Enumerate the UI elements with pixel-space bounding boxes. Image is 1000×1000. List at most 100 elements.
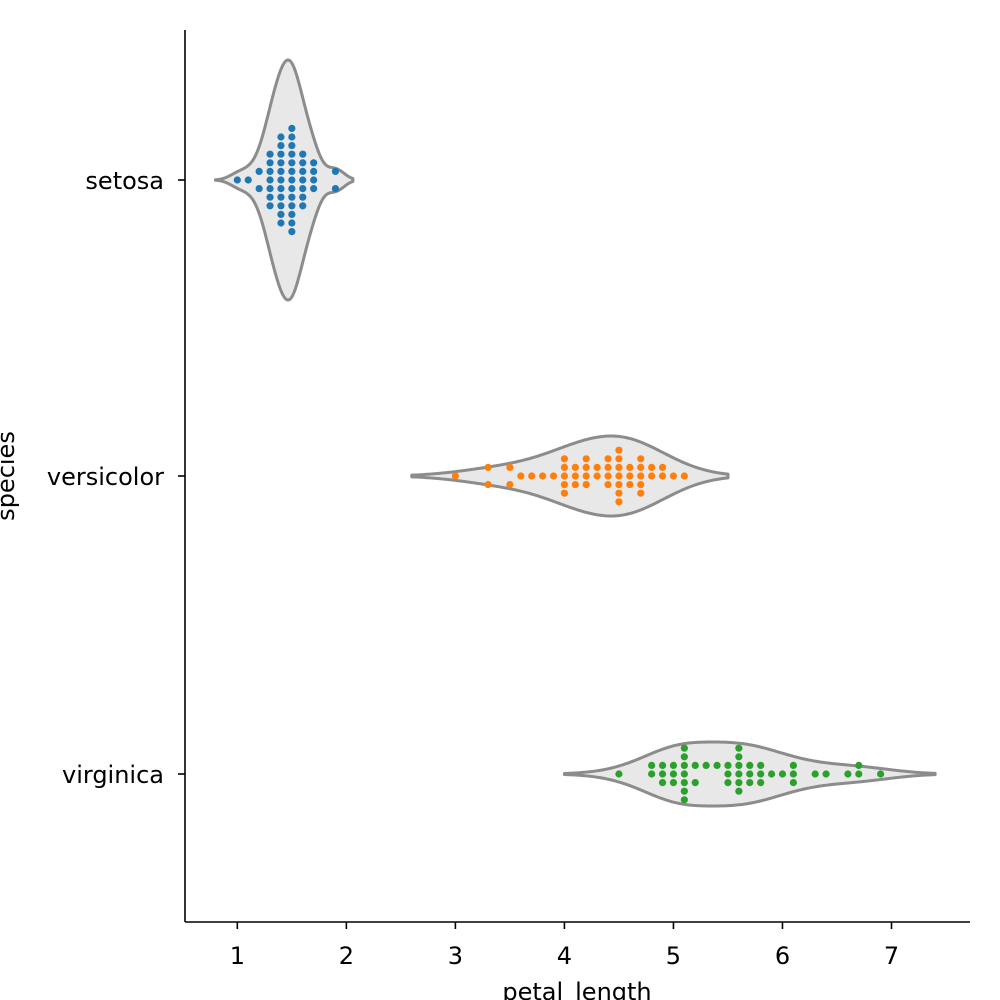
swarm-point-virginica: [735, 787, 743, 795]
swarm-point-versicolor: [560, 472, 569, 480]
swarm-point-setosa: [310, 159, 318, 167]
swarm-point-versicolor: [626, 481, 634, 489]
swarm-point-versicolor: [669, 472, 678, 480]
swarm-point-setosa: [310, 185, 318, 193]
swarm-point-setosa: [277, 185, 285, 193]
swarm-point-virginica: [669, 761, 678, 770]
swarm-point-setosa: [288, 219, 296, 227]
swarm-point-virginica: [680, 779, 688, 787]
swarm-point-versicolor: [604, 455, 612, 463]
swarm-point-virginica: [789, 779, 797, 787]
swarm-point-setosa: [266, 159, 274, 167]
swarm-point-versicolor: [648, 472, 656, 480]
swarm-point-versicolor: [571, 472, 579, 480]
swarm-point-setosa: [277, 150, 285, 158]
swarm-point-versicolor: [582, 463, 590, 471]
swarm-point-versicolor: [615, 489, 623, 497]
swarm-point-virginica: [658, 770, 667, 778]
swarm-point-versicolor: [484, 463, 492, 471]
swarm-point-setosa: [288, 167, 296, 175]
swarm-point-setosa: [288, 202, 296, 210]
swarm-point-setosa: [277, 133, 285, 141]
swarm-point-setosa: [331, 167, 340, 175]
swarm-point-versicolor: [582, 455, 590, 463]
x-tick-label: 2: [339, 942, 354, 970]
swarm-point-versicolor: [528, 472, 536, 480]
swarm-point-setosa: [288, 228, 296, 236]
swarm-point-versicolor: [560, 489, 569, 497]
swarm-point-setosa: [277, 176, 285, 184]
swarm-point-virginica: [767, 770, 776, 778]
swarm-point-setosa: [288, 193, 296, 201]
swarm-point-setosa: [288, 159, 296, 167]
swarm-point-virginica: [648, 770, 656, 778]
swarm-point-virginica: [680, 744, 688, 752]
x-tick-layer: 1 2 3 4 5 6 7: [230, 922, 899, 970]
swarm-point-versicolor: [604, 463, 612, 471]
swarm-point-setosa: [266, 167, 274, 175]
swarm-point-versicolor: [615, 463, 623, 471]
swarm-point-versicolor: [615, 446, 623, 454]
swarm-point-virginica: [680, 796, 688, 804]
swarm-point-versicolor: [571, 481, 579, 489]
swarm-point-setosa: [299, 176, 307, 184]
swarm-point-setosa: [299, 167, 307, 175]
swarm-point-versicolor: [560, 455, 569, 463]
swarm-point-versicolor: [571, 463, 579, 471]
swarm-point-versicolor: [658, 472, 667, 480]
swarm-point-virginica: [746, 761, 754, 770]
swarm-point-virginica: [724, 761, 732, 770]
x-tick-label: 5: [666, 942, 681, 970]
swarm-point-versicolor: [604, 481, 612, 489]
swarm-point-versicolor: [637, 463, 645, 471]
swarm-point-virginica: [735, 779, 743, 787]
swarm-point-versicolor: [582, 481, 590, 489]
swarm-point-virginica: [844, 770, 852, 778]
swarm-point-setosa: [288, 124, 296, 132]
swarm-point-setosa: [288, 142, 296, 150]
swarm-point-virginica: [691, 779, 699, 787]
swarm-point-setosa: [288, 133, 296, 141]
swarm-point-virginica: [724, 770, 732, 778]
swarm-point-versicolor: [604, 472, 612, 480]
swarm-point-virginica: [757, 779, 765, 787]
swarm-point-versicolor: [615, 481, 623, 489]
swarm-point-virginica: [691, 761, 699, 770]
swarm-point-virginica: [735, 753, 743, 761]
swarm-point-virginica: [789, 761, 797, 770]
x-axis-title: petal_length: [502, 978, 651, 1000]
swarm-point-setosa: [244, 176, 252, 184]
swarm-point-versicolor: [626, 463, 634, 471]
swarm-point-setosa: [266, 202, 274, 210]
swarm-point-setosa: [310, 167, 318, 175]
swarm-point-setosa: [310, 176, 318, 184]
swarm-point-versicolor: [560, 463, 569, 471]
swarm-point-versicolor: [648, 463, 656, 471]
swarm-point-versicolor: [637, 455, 645, 463]
swarm-point-layer: [233, 124, 885, 804]
swarm-point-setosa: [299, 185, 307, 193]
swarm-point-virginica: [746, 770, 754, 778]
swarm-point-versicolor: [560, 481, 569, 489]
violin-layer: [214, 58, 937, 808]
swarm-point-virginica: [735, 744, 743, 752]
swarm-point-setosa: [288, 210, 296, 218]
swarm-point-versicolor: [658, 463, 667, 471]
swarm-point-virginica: [658, 761, 667, 770]
swarm-point-setosa: [299, 159, 307, 167]
swarm-point-setosa: [266, 150, 274, 158]
swarm-point-virginica: [735, 761, 743, 770]
swarm-point-virginica: [789, 770, 797, 778]
swarm-point-versicolor: [484, 481, 492, 489]
swarm-point-versicolor: [582, 472, 590, 480]
swarm-point-virginica: [735, 770, 743, 778]
x-tick-label: 7: [884, 942, 899, 970]
swarm-point-versicolor: [593, 463, 601, 471]
swarm-point-setosa: [266, 193, 274, 201]
swarm-point-versicolor: [517, 472, 525, 480]
swarm-point-virginica: [615, 770, 623, 778]
swarm-point-versicolor: [637, 489, 645, 497]
swarm-point-setosa: [277, 159, 285, 167]
swarm-point-setosa: [277, 193, 285, 201]
